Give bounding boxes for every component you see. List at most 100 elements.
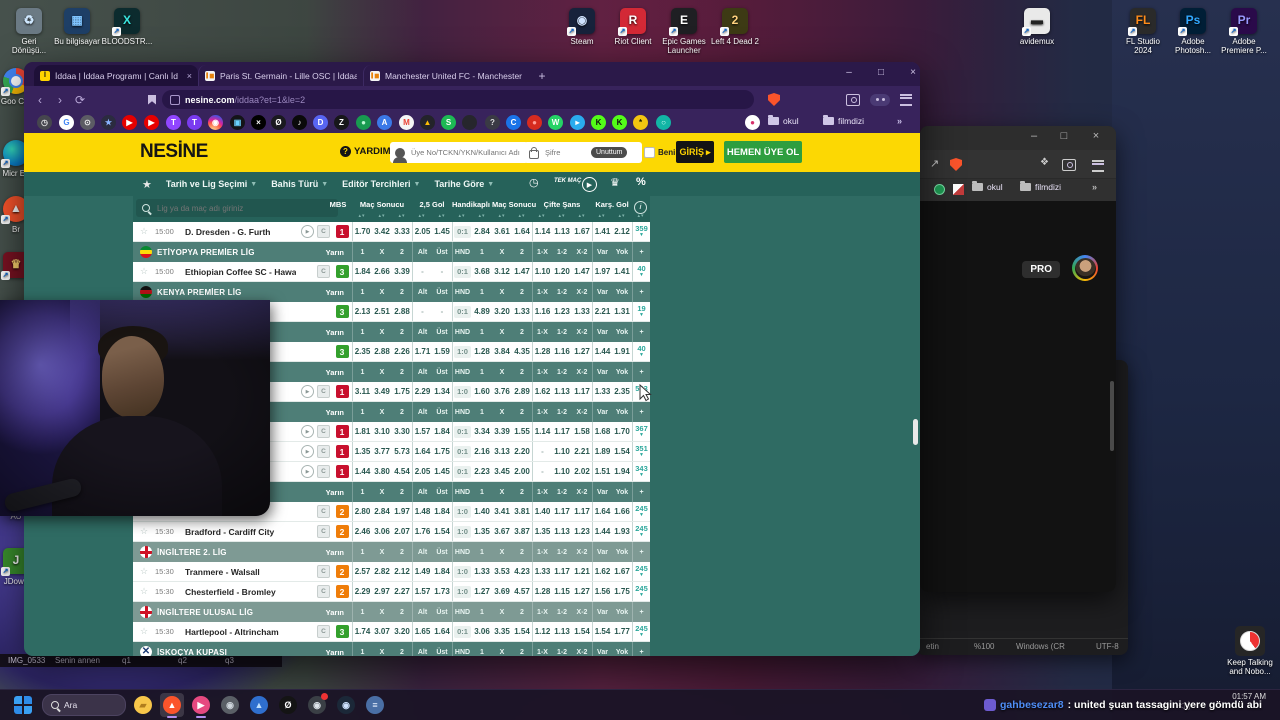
browser-tab-1[interactable]: İ İddaa | İddaa Programı | Canlı İd ×	[34, 65, 198, 86]
sub-column-label[interactable]: X	[379, 288, 385, 296]
odd-cell[interactable]: 1.48	[412, 502, 432, 521]
odd-cell[interactable]: 1.84	[434, 427, 450, 436]
odd-cell[interactable]: 3.87	[514, 527, 530, 536]
sub-column-label[interactable]: X-2	[576, 328, 588, 336]
taskbar-photos-icon[interactable]: ▲	[247, 693, 271, 717]
taskbar-webcam-icon[interactable]: ◉	[218, 693, 242, 717]
sub-column-label[interactable]: 1-2	[556, 408, 568, 416]
bookmark-x-icon[interactable]: ×	[251, 115, 266, 130]
close-button[interactable]: ×	[910, 67, 916, 78]
sub-column-label[interactable]: 2	[520, 548, 524, 556]
comment-icon[interactable]: C	[317, 225, 330, 238]
comment-icon[interactable]: C	[317, 465, 330, 478]
favorite-star-icon[interactable]: ☆	[139, 586, 149, 596]
desktop-icon-keep-talking[interactable]: Keep Talking and Nobo...	[1222, 626, 1278, 676]
sub-column-label[interactable]: +	[632, 322, 650, 342]
odd-cell[interactable]: -	[532, 462, 552, 481]
odd-cell[interactable]: 3.61	[494, 227, 510, 236]
sub-column-label[interactable]: HND	[452, 542, 472, 562]
comment-icon[interactable]: C	[317, 445, 330, 458]
sub-column-label[interactable]: X-2	[576, 368, 588, 376]
sub-column-label[interactable]: 1-2	[556, 548, 568, 556]
odd-cell[interactable]: 3.06	[474, 627, 490, 636]
sub-column-label[interactable]: 2	[520, 648, 524, 656]
odd-cell[interactable]: -	[412, 302, 432, 321]
odd-cell[interactable]: 3.42	[374, 227, 390, 236]
match-name[interactable]: Bradford - Cardiff City	[185, 526, 275, 537]
odd-cell[interactable]: 2.02	[574, 467, 590, 476]
bookmark-folder-filmdizi[interactable]: filmdizi	[823, 115, 864, 126]
sub-column-label[interactable]: 1	[480, 288, 484, 296]
comment-icon[interactable]: C	[317, 525, 330, 538]
odd-cell[interactable]: 3.20	[394, 627, 410, 636]
sub-column-label[interactable]: Üst	[436, 408, 448, 416]
sub-column-label[interactable]: X	[499, 488, 505, 496]
sub-column-label[interactable]: 1	[480, 648, 484, 656]
sub-column-label[interactable]: Üst	[436, 328, 448, 336]
sub-column-label[interactable]: Yok	[615, 248, 629, 256]
odd-cell[interactable]: 1:0	[452, 582, 472, 601]
odd-cell[interactable]: 1:0	[452, 382, 472, 401]
taskbar-explorer-icon[interactable]: ▰	[131, 693, 155, 717]
odd-cell[interactable]: 3.10	[374, 427, 390, 436]
sub-column-label[interactable]: 1-X	[532, 402, 552, 422]
odd-cell[interactable]: 3.34	[474, 427, 490, 436]
odd-cell[interactable]: 2.89	[514, 387, 530, 396]
favorite-star-icon[interactable]: ☆	[139, 626, 149, 636]
new-tab-button[interactable]: +	[538, 69, 546, 83]
sub-column-label[interactable]: Var	[592, 282, 612, 302]
taskbar-steam-icon[interactable]: ◉	[334, 693, 358, 717]
odd-cell[interactable]: 1.12	[532, 622, 552, 641]
odd-cell[interactable]: 1.54	[592, 622, 612, 641]
sub-column-label[interactable]: X	[499, 548, 505, 556]
bookmark-green-icon[interactable]	[934, 184, 945, 195]
column-group-header[interactable]: Maç Sonucu	[359, 200, 405, 209]
odd-cell[interactable]: 1.81	[352, 422, 372, 441]
odd-cell[interactable]: 2.13	[352, 302, 372, 321]
more-bets-count[interactable]: 245 ▼	[632, 502, 650, 521]
password-input[interactable]	[543, 147, 587, 158]
odd-cell[interactable]: 1.13	[554, 387, 570, 396]
nav-item-3[interactable]: Editör Tercihleri ▼	[342, 179, 421, 189]
desktop-icon-recycle[interactable]: ♻ Geri Dönüşü...	[2, 8, 56, 55]
more-bets-count[interactable]: 359 ▼	[632, 222, 650, 241]
sub-column-label[interactable]: +	[632, 602, 650, 622]
sub-column-label[interactable]: Var	[592, 402, 612, 422]
sub-column-label[interactable]: X-2	[576, 248, 588, 256]
sub-column-label[interactable]: 1	[480, 408, 484, 416]
odd-cell[interactable]: 0:1	[452, 462, 472, 481]
sub-column-label[interactable]: 1	[352, 242, 372, 262]
match-row[interactable]: ☆ 15:30 Chesterfield - Bromley C 2 2.29 2.97 2.…	[133, 582, 650, 602]
forgot-password-button[interactable]: Unuttum	[591, 147, 628, 158]
bg-bookmark-folder-okul[interactable]: okul	[972, 181, 1003, 192]
match-name[interactable]: Chesterfield - Bromley	[185, 586, 276, 597]
odd-cell[interactable]: 2.97	[374, 587, 390, 596]
odd-cell[interactable]: 3.11	[352, 382, 372, 401]
sub-column-label[interactable]: 1	[480, 548, 484, 556]
desktop-icon-avidemux[interactable]: ▬avidemux	[1010, 8, 1064, 46]
desktop-icon-hidden[interactable]: AU	[10, 512, 22, 521]
broadcast-icon[interactable]: ▶	[301, 465, 314, 478]
odd-cell[interactable]: 1.28	[532, 342, 552, 361]
bookmark-translate-icon[interactable]: A	[377, 115, 392, 130]
avatar[interactable]	[1072, 255, 1098, 281]
more-bets-count[interactable]: 245 ▼	[632, 622, 650, 641]
more-bets-count[interactable]: 367 ▼	[632, 422, 650, 441]
odd-cell[interactable]: 3.69	[494, 587, 510, 596]
sub-column-label[interactable]: 2	[400, 548, 404, 556]
odd-cell[interactable]: 1.21	[574, 567, 590, 576]
browser-tab-3[interactable]: ▌▆ Manchester United FC - Manchester	[363, 65, 528, 86]
odd-cell[interactable]: 1.31	[614, 307, 630, 316]
tab-search-icon[interactable]	[846, 93, 860, 106]
comment-icon[interactable]: C	[317, 385, 330, 398]
odd-cell[interactable]: 2.84	[474, 227, 490, 236]
match-row[interactable]: ☆ 15:00 Ethiopian Coffee SC - Hawassa C31.8…	[133, 262, 650, 282]
sub-column-label[interactable]: X	[499, 648, 505, 656]
more-bets-count[interactable]: 40 ▼	[632, 262, 650, 281]
sub-column-label[interactable]: X	[379, 548, 385, 556]
sub-column-label[interactable]: 2	[520, 368, 524, 376]
taskbar-search[interactable]: Ara	[42, 694, 126, 716]
sub-column-label[interactable]: HND	[452, 642, 472, 656]
sub-column-label[interactable]: Alt	[412, 362, 432, 382]
